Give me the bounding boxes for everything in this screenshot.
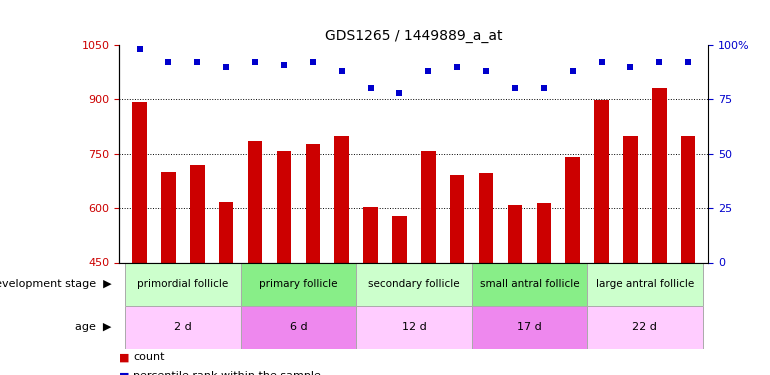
Bar: [334, 136, 349, 262]
Bar: [125, 306, 240, 349]
Bar: [190, 165, 205, 262]
Bar: [507, 204, 522, 262]
Point: [278, 62, 290, 68]
Point: [567, 68, 579, 74]
Point: [249, 59, 261, 65]
Bar: [248, 141, 263, 262]
Text: age  ▶: age ▶: [75, 322, 112, 332]
Text: secondary follicle: secondary follicle: [368, 279, 460, 289]
Point: [509, 86, 521, 92]
Bar: [537, 203, 551, 262]
Text: count: count: [133, 352, 165, 363]
Bar: [125, 262, 240, 306]
Bar: [132, 102, 147, 262]
Text: primordial follicle: primordial follicle: [137, 279, 229, 289]
Text: large antral follicle: large antral follicle: [596, 279, 694, 289]
Bar: [421, 151, 436, 262]
Text: ■: ■: [119, 371, 134, 375]
Bar: [471, 306, 587, 349]
Bar: [306, 144, 320, 262]
Point: [537, 86, 550, 92]
Bar: [565, 158, 580, 262]
Text: 2 d: 2 d: [174, 322, 192, 332]
Text: ■: ■: [119, 352, 134, 363]
Bar: [240, 306, 356, 349]
Bar: [587, 306, 702, 349]
Text: primary follicle: primary follicle: [259, 279, 337, 289]
Point: [595, 59, 608, 65]
Bar: [450, 176, 464, 262]
Point: [162, 59, 175, 65]
Point: [191, 59, 203, 65]
Point: [220, 64, 233, 70]
Point: [393, 90, 406, 96]
Point: [624, 64, 637, 70]
Point: [480, 68, 492, 74]
Bar: [479, 173, 494, 262]
Bar: [594, 100, 609, 262]
Text: 12 d: 12 d: [401, 322, 427, 332]
Bar: [623, 136, 638, 262]
Bar: [276, 151, 291, 262]
Point: [422, 68, 434, 74]
Bar: [681, 136, 695, 262]
Text: percentile rank within the sample: percentile rank within the sample: [133, 371, 321, 375]
Point: [653, 59, 665, 65]
Bar: [471, 262, 587, 306]
Title: GDS1265 / 1449889_a_at: GDS1265 / 1449889_a_at: [325, 28, 503, 43]
Text: small antral follicle: small antral follicle: [480, 279, 579, 289]
Text: 17 d: 17 d: [517, 322, 542, 332]
Bar: [356, 262, 471, 306]
Point: [133, 46, 146, 53]
Point: [682, 59, 695, 65]
Bar: [240, 262, 356, 306]
Bar: [363, 207, 378, 262]
Point: [306, 59, 319, 65]
Bar: [161, 172, 176, 262]
Bar: [392, 216, 407, 262]
Point: [451, 64, 464, 70]
Bar: [219, 202, 233, 262]
Point: [364, 86, 377, 92]
Bar: [652, 88, 667, 262]
Text: 22 d: 22 d: [632, 322, 658, 332]
Text: 6 d: 6 d: [290, 322, 307, 332]
Bar: [356, 306, 471, 349]
Text: development stage  ▶: development stage ▶: [0, 279, 112, 289]
Point: [336, 68, 348, 74]
Bar: [587, 262, 702, 306]
